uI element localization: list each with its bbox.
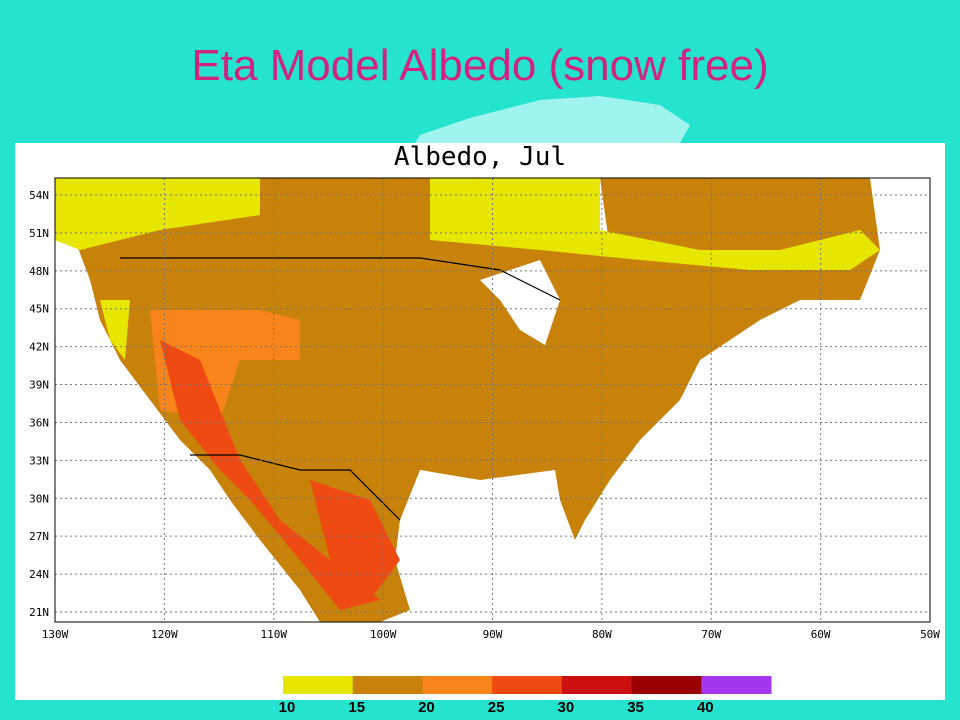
lon-label: 130W [42,628,69,641]
border [120,257,561,301]
lon-label: 110W [261,628,288,641]
border [190,454,401,521]
lake [480,260,560,345]
region [310,480,400,600]
lat-label: 33N [29,454,49,467]
colorbar-label: 40 [697,699,714,716]
colorbar-label: 10 [279,699,296,716]
colorbar-label: 35 [627,699,644,716]
lon-label: 90W [483,628,503,641]
lon-label: 50W [920,628,940,641]
lon-label: 100W [370,628,397,641]
lat-label: 48N [29,265,49,278]
map-plot [54,178,931,622]
map-frame [54,177,931,623]
map-title: Albedo, Jul [394,142,566,172]
colorbar: 10 15 20 25 30 35 40 [279,676,772,716]
lat-label: 54N [29,189,49,202]
colorbar-segment [492,676,563,694]
lon-label: 60W [811,628,831,641]
lat-label: 24N [29,568,49,581]
slide-title: Eta Model Albedo (snow free) [191,41,768,90]
region [100,300,130,360]
lat-label: 30N [29,492,49,505]
colorbar-segment [701,676,772,694]
lon-label: 70W [701,628,721,641]
colorbar-segment [422,676,493,694]
colorbar-segment [631,676,702,694]
lat-label: 42N [29,341,49,354]
lon-label: 80W [592,628,612,641]
region [55,178,260,250]
lat-label: 27N [29,530,49,543]
colorbar-label: 25 [488,699,505,716]
region [160,340,380,610]
region [430,178,880,270]
decor-shape [415,96,690,143]
lat-label: 21N [29,606,49,619]
colorbar-segment [561,676,633,694]
lon-label: 120W [151,628,178,641]
colorbar-label: 15 [348,699,365,716]
lat-label: 51N [29,227,49,240]
colorbar-segment [283,676,354,694]
colorbar-label: 20 [418,699,435,716]
lat-label: 36N [29,416,49,429]
lat-label: 45N [29,303,49,316]
colorbar-segment [352,676,423,694]
lat-label: 39N [29,379,49,392]
colorbar-label: 30 [558,699,575,716]
